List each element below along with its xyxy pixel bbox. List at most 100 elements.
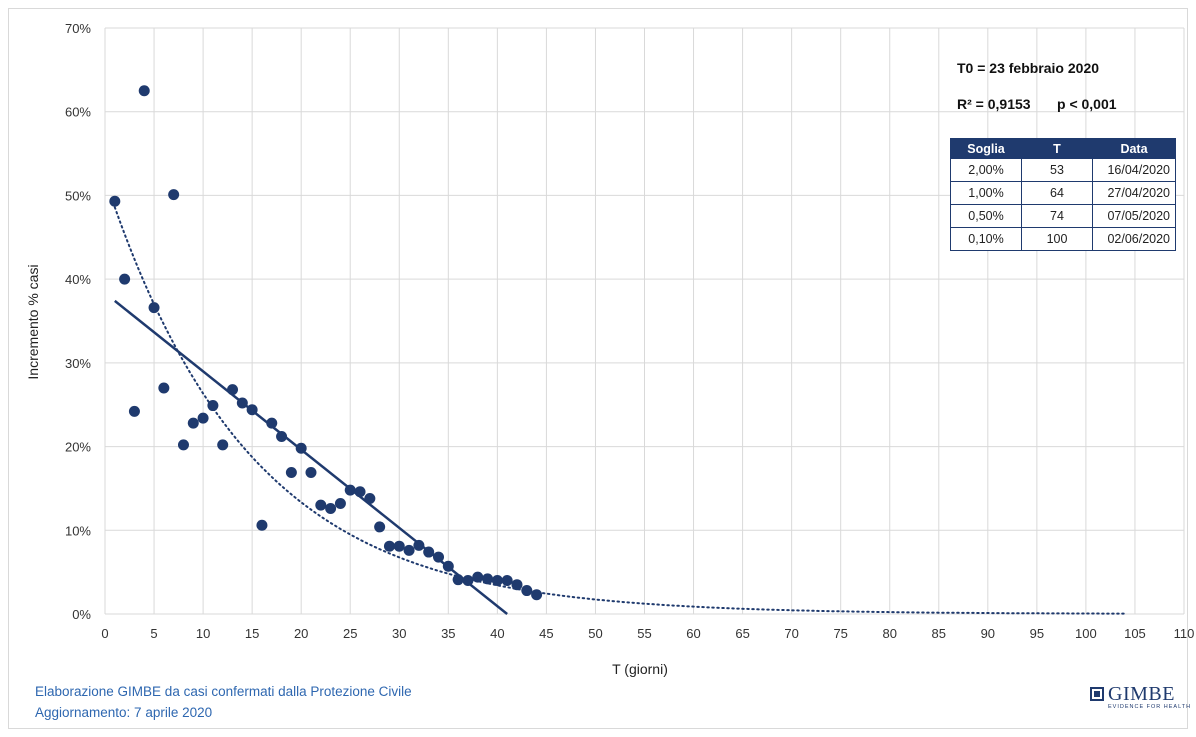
data-point — [374, 521, 386, 533]
data-point — [442, 560, 454, 572]
data-point — [315, 499, 327, 511]
data-point — [501, 575, 513, 587]
x-tick-label: 75 — [833, 626, 847, 641]
x-tick-label: 10 — [196, 626, 210, 641]
cell-soglia: 2,00% — [950, 158, 1022, 182]
x-tick-label: 25 — [343, 626, 357, 641]
cell-soglia: 0,10% — [950, 227, 1022, 251]
data-point — [423, 546, 435, 558]
x-tick-label: 35 — [441, 626, 455, 641]
data-points — [109, 85, 543, 601]
table-row: 1,00% 64 27/04/2020 — [950, 181, 1176, 205]
y-axis-ticks: 0% 10% 20% 30% 40% 50% 60% 70% — [65, 21, 91, 622]
data-point — [158, 382, 170, 394]
x-tick-label: 80 — [882, 626, 896, 641]
logo-mark-icon — [1090, 687, 1104, 701]
data-point — [217, 439, 229, 451]
x-tick-label: 55 — [637, 626, 651, 641]
data-point — [168, 189, 180, 201]
data-point — [305, 467, 317, 479]
x-tick-label: 60 — [686, 626, 700, 641]
data-point — [393, 540, 405, 552]
y-tick-label: 40% — [65, 272, 91, 287]
data-point — [413, 539, 425, 551]
data-point — [256, 519, 268, 531]
threshold-table: Soglia T Data 2,00% 53 16/04/2020 1,00% … — [950, 138, 1176, 251]
data-point — [334, 497, 346, 509]
x-tick-label: 65 — [735, 626, 749, 641]
data-point — [187, 417, 199, 429]
x-tick-label: 40 — [490, 626, 504, 641]
x-tick-label: 85 — [932, 626, 946, 641]
exponential-trendline — [113, 206, 1127, 615]
column-header-t: T — [1021, 138, 1093, 159]
x-tick-label: 100 — [1075, 626, 1097, 641]
logo-tagline: EVIDENCE FOR HEALTH — [1108, 704, 1192, 710]
cell-soglia: 1,00% — [950, 181, 1022, 205]
y-tick-label: 70% — [65, 21, 91, 36]
cell-data: 02/06/2020 — [1092, 227, 1176, 251]
data-point — [511, 579, 523, 591]
table-row: 0,50% 74 07/05/2020 — [950, 204, 1176, 228]
x-tick-label: 110 — [1174, 626, 1195, 641]
r2-label: R² = 0,9153 — [957, 96, 1031, 112]
data-point — [433, 551, 445, 563]
x-tick-label: 30 — [392, 626, 406, 641]
x-axis-ticks: 0 5 10 15 20 25 30 35 40 45 50 55 60 65 70 75 80 85 90 95 10… — [101, 626, 1194, 641]
cell-t: 53 — [1021, 158, 1093, 182]
data-point — [344, 484, 356, 496]
footer-update: Aggiornamento: 7 aprile 2020 — [35, 705, 213, 720]
y-tick-label: 0% — [72, 607, 91, 622]
data-point — [236, 397, 248, 409]
x-tick-label: 95 — [1030, 626, 1044, 641]
x-tick-label: 70 — [784, 626, 798, 641]
x-axis-title: T (giorni) — [612, 661, 668, 677]
data-point — [354, 486, 366, 498]
x-tick-label: 15 — [245, 626, 259, 641]
y-tick-label: 20% — [65, 440, 91, 455]
data-point — [364, 492, 376, 504]
x-tick-label: 50 — [588, 626, 602, 641]
data-point — [207, 400, 219, 412]
data-point — [462, 575, 474, 587]
data-point — [197, 412, 209, 424]
cell-soglia: 0,50% — [950, 204, 1022, 228]
table-row: 2,00% 53 16/04/2020 — [950, 158, 1176, 182]
table-row: 0,10% 100 02/06/2020 — [950, 227, 1176, 251]
data-point — [276, 431, 288, 443]
y-tick-label: 10% — [65, 523, 91, 538]
table-header-row: Soglia T Data — [950, 138, 1176, 159]
data-point — [285, 467, 297, 479]
data-point — [295, 442, 307, 454]
data-point — [266, 417, 278, 429]
t0-label: T0 = 23 febbraio 2020 — [957, 60, 1099, 76]
x-tick-label: 5 — [150, 626, 157, 641]
y-axis-title: Incremento % casi — [25, 264, 41, 379]
footer-source: Elaborazione GIMBE da casi confermati da… — [35, 684, 412, 699]
x-tick-label: 45 — [539, 626, 553, 641]
data-point — [383, 540, 395, 552]
data-point — [148, 302, 160, 314]
data-point — [521, 585, 533, 597]
x-tick-label: 90 — [981, 626, 995, 641]
data-point — [531, 589, 543, 601]
column-header-soglia: Soglia — [950, 138, 1022, 159]
gimbe-logo: GIMBE EVIDENCE FOR HEALTH — [1090, 683, 1190, 713]
linear-trendline — [114, 299, 508, 615]
y-tick-label: 30% — [65, 356, 91, 371]
data-point — [246, 404, 258, 416]
data-point — [119, 273, 131, 285]
cell-data: 16/04/2020 — [1092, 158, 1176, 182]
p-value-label: p < 0,001 — [1057, 96, 1117, 112]
logo-name: GIMBE — [1108, 683, 1175, 705]
data-point — [177, 439, 189, 451]
data-point — [482, 573, 494, 585]
data-point — [491, 575, 503, 587]
data-point — [109, 195, 121, 207]
data-point — [138, 85, 150, 97]
x-tick-label: 20 — [294, 626, 308, 641]
cell-t: 100 — [1021, 227, 1093, 251]
data-point — [403, 544, 415, 556]
data-point — [472, 571, 484, 583]
